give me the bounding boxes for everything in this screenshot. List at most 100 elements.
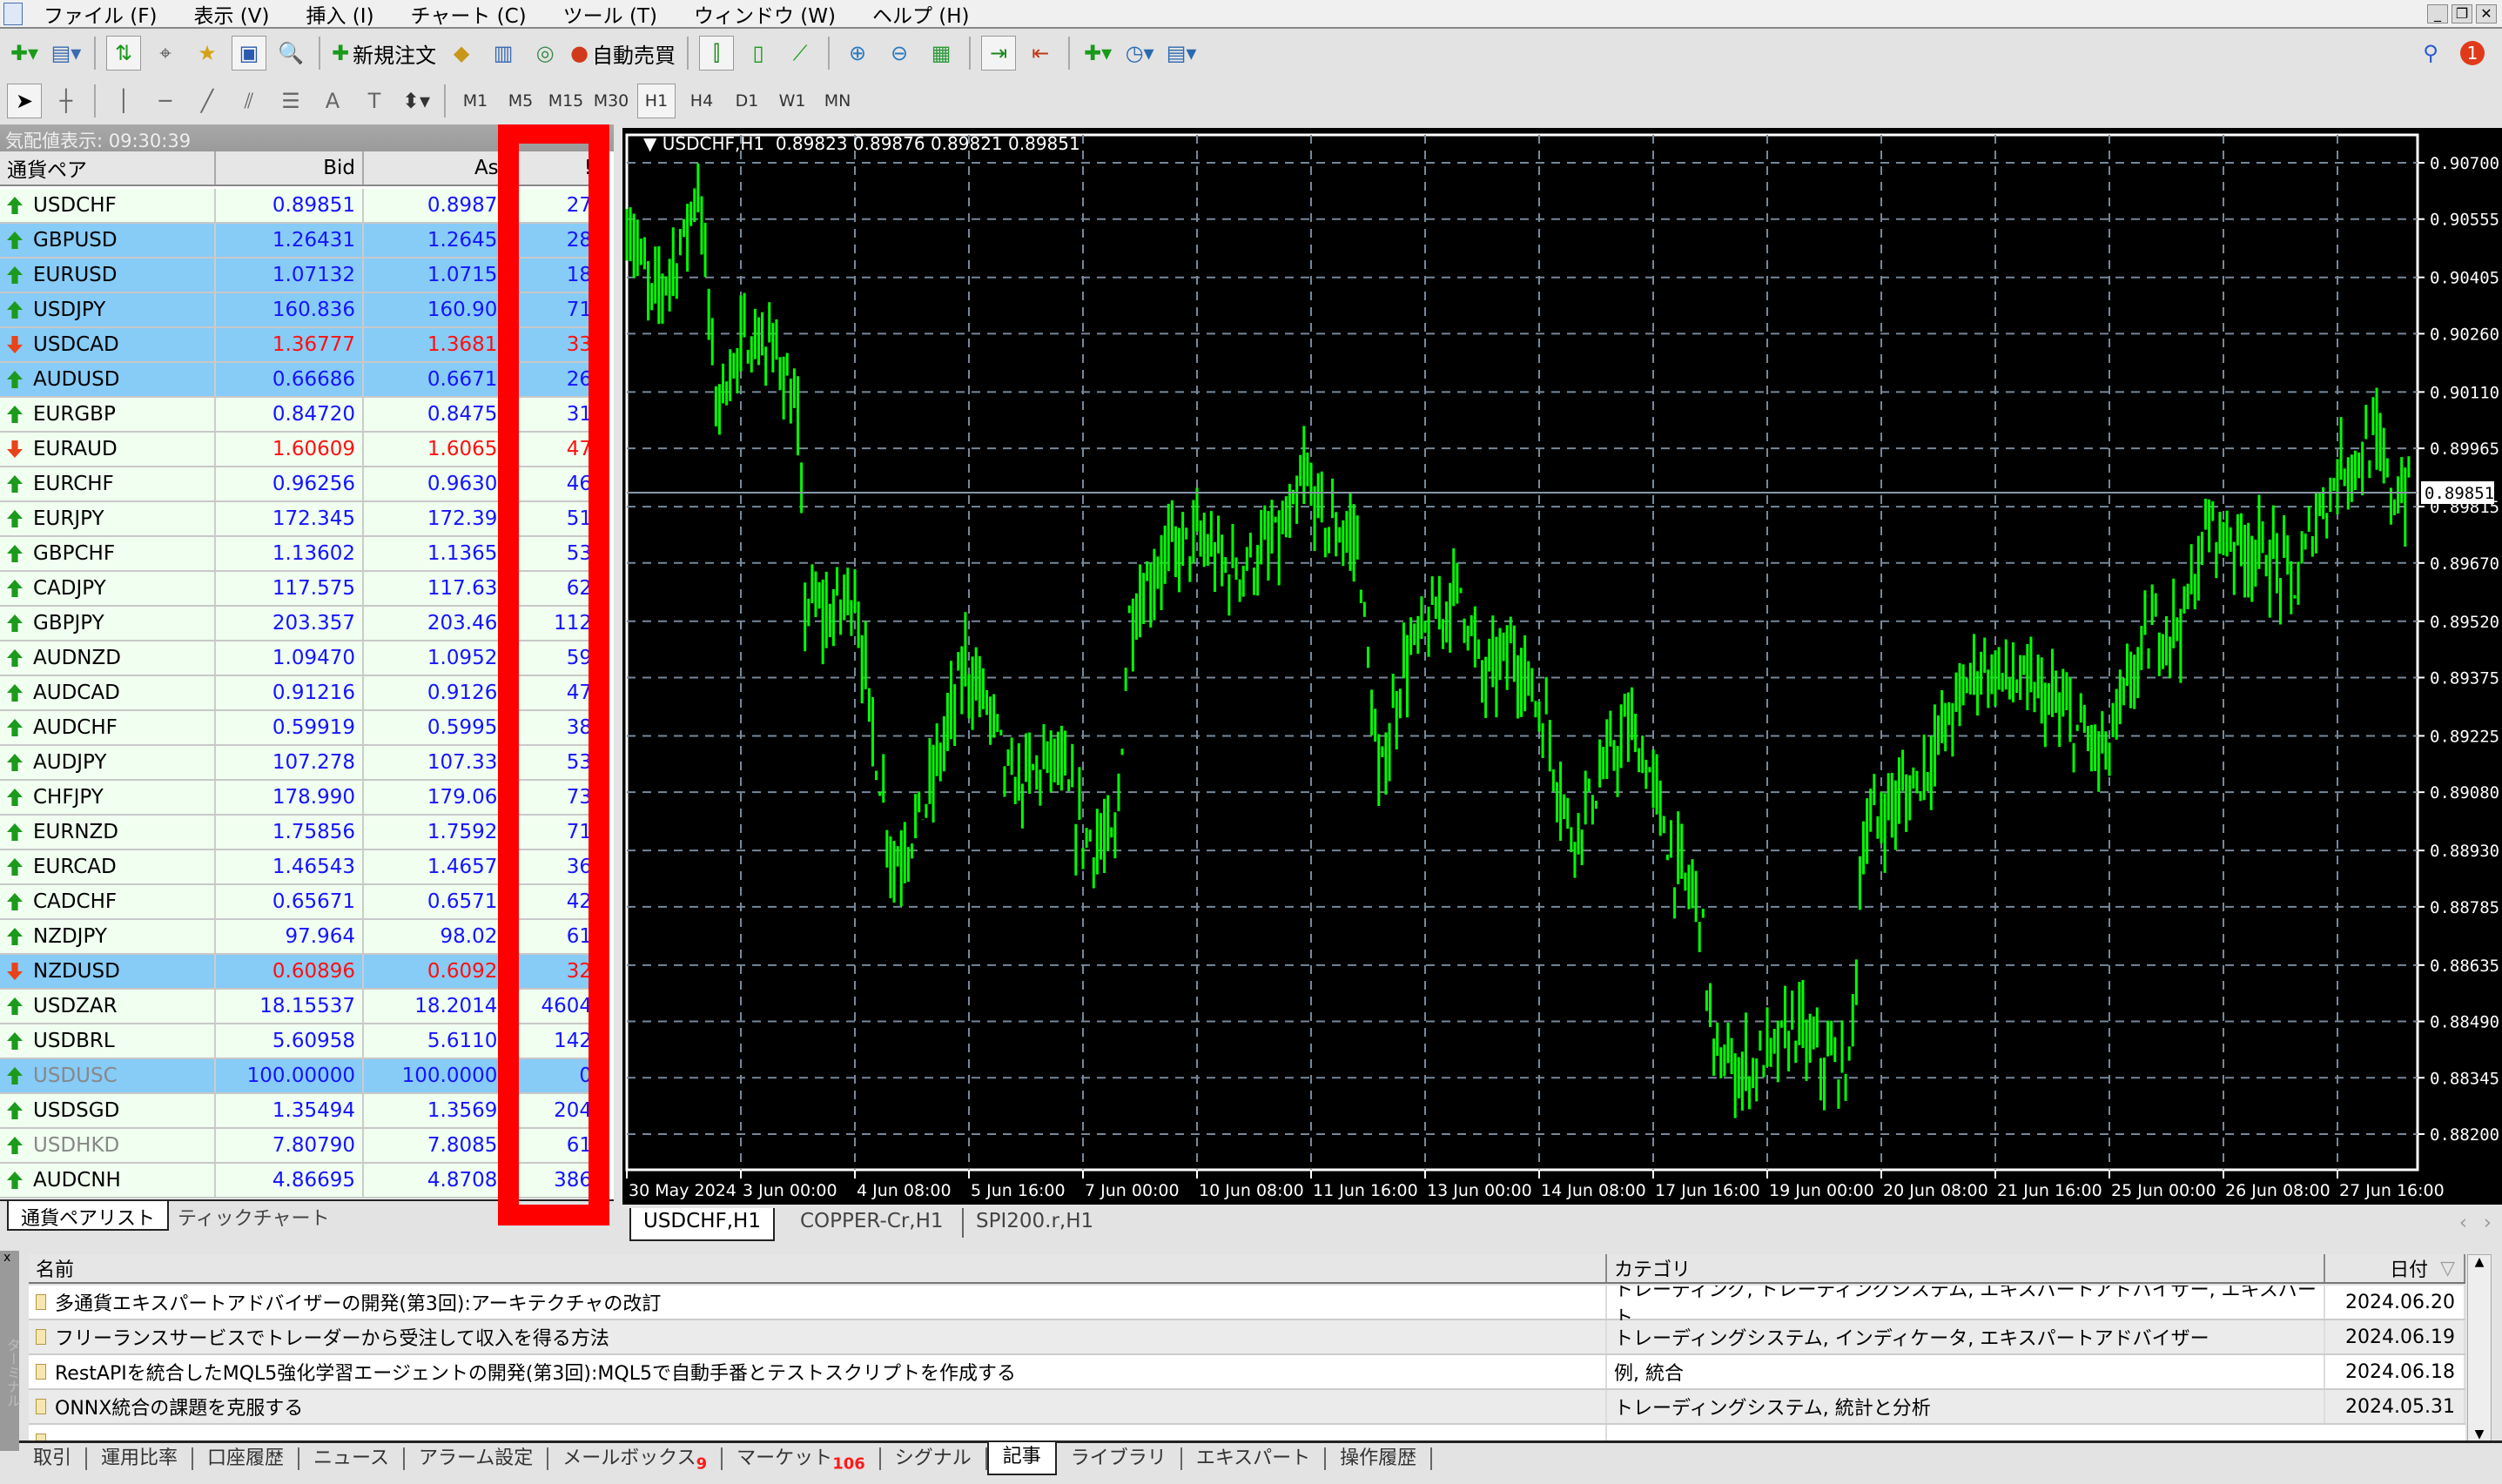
notifications-button[interactable]: 1	[2455, 36, 2490, 71]
article-row[interactable]: ONNX統合の課題を克服する トレーディングシステム, 統計と分析 2024.0…	[29, 1390, 2465, 1425]
text-label-icon[interactable]: T	[367, 89, 381, 113]
terminal-tab[interactable]: シグナル	[881, 1447, 987, 1470]
symbol-row-audchf[interactable]: AUDCHF 0.59919 0.59957 38	[0, 711, 601, 746]
symbol-name: EURNZD	[33, 821, 119, 843]
trendline-icon[interactable]: ╱	[200, 89, 214, 113]
symbol-cell: GBPCHF	[0, 537, 216, 570]
menu-window[interactable]: ウィンドウ (W)	[693, 4, 836, 28]
terminal-tab[interactable]: エキスパート	[1182, 1447, 1327, 1470]
symbol-name: USDHKD	[33, 1134, 120, 1157]
symbol-cell: AUDJPY	[0, 746, 216, 779]
new-order-button[interactable]: ✚ 新規注文	[332, 41, 437, 68]
timeframe-m15[interactable]: M15	[548, 91, 584, 111]
collapse-triangle-icon[interactable]: ▼	[643, 133, 662, 154]
search-icon[interactable]: ⚲	[2423, 41, 2438, 65]
auto-trading-button[interactable]: ● 自動売買	[570, 41, 676, 68]
menu-chart[interactable]: チャート (C)	[410, 4, 527, 28]
column-header-date[interactable]: 日付 ▽	[2325, 1254, 2465, 1282]
timeframe-h4[interactable]: H4	[689, 91, 714, 111]
terminal-tab[interactable]: 口座履歴	[193, 1447, 300, 1470]
timeframe-w1[interactable]: W1	[778, 91, 806, 111]
signals-icon[interactable]: ◎	[535, 41, 555, 65]
timeframe-mn[interactable]: MN	[824, 91, 851, 111]
text-icon[interactable]: A	[325, 89, 340, 113]
articles-scrollbar[interactable]: ▲ ▼	[2467, 1254, 2492, 1442]
auto-scroll-icon[interactable]: ⇥	[981, 36, 1017, 71]
column-header-symbol[interactable]: 通貨ペア	[0, 151, 216, 185]
terminal-tab[interactable]: マーケット106	[723, 1447, 881, 1473]
terminal-tab[interactable]: ニュース	[299, 1447, 405, 1470]
scroll-right-icon[interactable]: ›	[2483, 1212, 2492, 1234]
candlestick-icon[interactable]: ▯	[752, 41, 764, 65]
metaeditor-icon[interactable]: ◆	[453, 41, 470, 65]
terminal-icon[interactable]: ▣	[232, 36, 266, 71]
chart-tab-spi200[interactable]: SPI200.r,H1	[962, 1208, 1106, 1238]
periods-icon[interactable]: ◷▾	[1125, 41, 1154, 65]
timeframe-d1[interactable]: D1	[735, 91, 759, 111]
chart-tab-copper[interactable]: COPPER-Cr,H1	[800, 1210, 944, 1232]
navigator-icon[interactable]: ★	[198, 41, 217, 65]
arrows-icon[interactable]: ⬍▾	[401, 89, 431, 113]
close-button[interactable]: ✕	[2476, 3, 2497, 24]
timeframe-h1[interactable]: H1	[637, 84, 676, 118]
symbol-row-eurgbp[interactable]: EURGBP 0.84720 0.84751 31	[0, 398, 601, 433]
new-chart-icon[interactable]: ✚▾	[10, 41, 39, 65]
article-row[interactable]: フリーランスサービスでトレーダーから受注して収入を得る方法 トレーディングシステ…	[29, 1320, 2465, 1355]
strategy-tester-icon[interactable]: 🔍	[278, 41, 304, 65]
menu-tools[interactable]: ツール (T)	[562, 4, 657, 28]
scroll-left-icon[interactable]: ‹	[2458, 1212, 2467, 1234]
data-window-icon[interactable]: ⌖	[159, 41, 172, 65]
indicators-icon[interactable]: ✚▾	[1083, 41, 1113, 65]
close-terminal-icon[interactable]: x	[3, 1251, 11, 1265]
tile-windows-icon[interactable]: ▦	[931, 41, 952, 65]
terminal-tab[interactable]: 操作履歴	[1326, 1447, 1433, 1470]
column-header-bid[interactable]: Bid	[216, 151, 364, 185]
tab-symbols[interactable]: 通貨ペアリスト	[7, 1201, 170, 1231]
terminal-tab[interactable]: 取引	[19, 1447, 88, 1470]
templates-icon[interactable]: ▤▾	[1166, 41, 1197, 65]
market-watch-icon[interactable]: ⇅	[106, 36, 141, 71]
symbol-row-audnzd[interactable]: AUDNZD 1.09470 1.09529 59	[0, 641, 601, 676]
minimize-button[interactable]: _	[2427, 3, 2448, 24]
timeframe-m5[interactable]: M5	[508, 91, 534, 111]
zoom-out-icon[interactable]: ⊖	[891, 41, 909, 65]
symbol-cell: USDSGD	[0, 1094, 216, 1127]
menu-view[interactable]: 表示 (V)	[193, 4, 270, 28]
tab-tick-chart[interactable]: ティックチャート	[178, 1208, 330, 1230]
article-name-cell: RestAPIを統合したMQL5強化学習エージェントの開発(第3回):MQL5で…	[29, 1355, 1607, 1388]
menu-file[interactable]: ファイル (F)	[44, 4, 158, 28]
terminal-tab[interactable]: 運用比率	[87, 1447, 194, 1470]
menu-insert[interactable]: 挿入 (I)	[306, 4, 374, 28]
bar-chart-icon[interactable]: ⫿	[699, 36, 735, 71]
zoom-in-icon[interactable]: ⊕	[849, 41, 867, 65]
profiles-icon[interactable]: ▤▾	[50, 41, 82, 65]
equidistant-channel-icon[interactable]: ⫽	[244, 89, 254, 113]
column-header-name[interactable]: 名前	[29, 1254, 1607, 1282]
symbol-row-usdchf[interactable]: USDCHF 0.89851 0.89878 27	[0, 189, 601, 224]
terminal-tab[interactable]: メールボックス9	[548, 1447, 723, 1473]
line-chart-icon[interactable]: ⟋	[792, 41, 808, 65]
timeframe-m1[interactable]: M1	[462, 91, 488, 111]
fibonacci-icon[interactable]: ☰	[281, 89, 300, 113]
chart-window[interactable]: 0.90700 0.90555 0.90405 0.90260 0.90110 0.899…	[622, 128, 2502, 1205]
terminal-tab[interactable]: アラーム設定	[405, 1447, 549, 1470]
column-header-category[interactable]: カテゴリ	[1607, 1254, 2325, 1282]
chart-shift-icon[interactable]: ⇤	[1032, 41, 1050, 65]
crosshair-icon[interactable]: ┼	[59, 89, 73, 113]
price-chart[interactable]: 0.90700 0.90555 0.90405 0.90260 0.90110 0.899…	[622, 128, 2502, 1205]
ask-cell: 0.66712	[364, 363, 519, 396]
vertical-line-icon[interactable]: │	[117, 89, 131, 113]
cursor-icon[interactable]: ➤	[7, 84, 42, 118]
article-row-partial[interactable]	[29, 1425, 2465, 1442]
article-row[interactable]: RestAPIを統合したMQL5強化学習エージェントの開発(第3回):MQL5で…	[29, 1355, 2465, 1390]
timeframe-m30[interactable]: M30	[593, 91, 629, 111]
vps-icon[interactable]: ▥	[493, 41, 514, 65]
restore-button[interactable]: ❐	[2452, 3, 2472, 24]
horizontal-line-icon[interactable]: ─	[158, 89, 172, 113]
terminal-tab[interactable]: 記事	[986, 1441, 1057, 1475]
terminal-tab[interactable]: ライブラリ	[1057, 1447, 1182, 1470]
menu-help[interactable]: ヘルプ (H)	[871, 4, 970, 28]
column-header-ask[interactable]: Ask	[364, 151, 519, 185]
chart-tab-usdchf[interactable]: USDCHF,H1	[629, 1208, 775, 1241]
article-row[interactable]: 多通貨エキスパートアドバイザーの開発(第3回):アーキテクチャの改訂 トレーディ…	[29, 1286, 2465, 1329]
